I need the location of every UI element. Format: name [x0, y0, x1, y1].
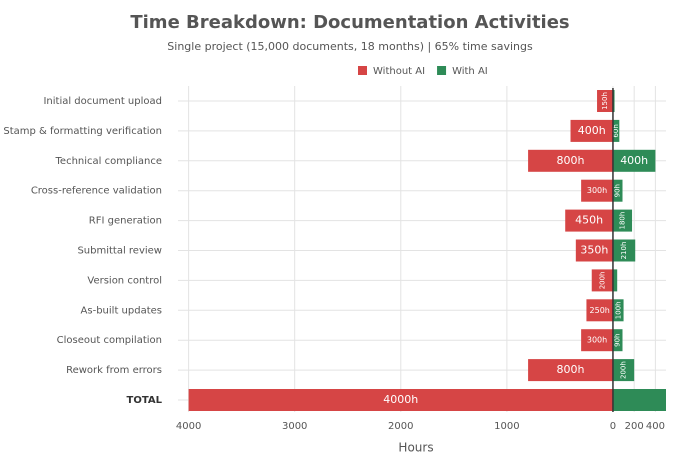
- y-tick-label: Stamp & formatting verification: [3, 126, 162, 137]
- legend: Without AI With AI: [358, 66, 488, 77]
- bar: [581, 179, 613, 202]
- bar: [612, 239, 636, 262]
- bar: [528, 149, 613, 172]
- bar: [565, 209, 613, 232]
- x-tick-label: 400: [646, 421, 665, 432]
- value-label: 200h: [598, 271, 606, 289]
- y-tick-label: Version control: [87, 275, 162, 286]
- legend-swatch: [437, 66, 447, 75]
- bar: [591, 269, 613, 292]
- bar: [612, 179, 623, 202]
- value-label: 250h: [590, 306, 610, 315]
- y-tick-label: Cross-reference validation: [31, 186, 162, 197]
- bar: [612, 329, 623, 352]
- value-label: 350h: [580, 244, 608, 257]
- bar: [612, 359, 635, 382]
- bar: [612, 119, 620, 142]
- bar: [612, 90, 615, 112]
- y-tick-label: Technical compliance: [55, 156, 162, 167]
- value-label: 300h: [587, 336, 607, 345]
- legend-label: Without AI: [373, 66, 425, 77]
- x-tick-label: 200: [625, 421, 644, 432]
- x-tick-label: 1000: [494, 421, 519, 432]
- value-label: 800h: [557, 154, 585, 167]
- value-label: 450h: [575, 214, 603, 227]
- value-label: 210h: [620, 242, 628, 260]
- legend-swatch: [358, 66, 367, 75]
- y-tick-label: Initial document upload: [43, 96, 162, 107]
- y-tick-label: Submittal review: [77, 246, 162, 257]
- x-tick-label: 2000: [388, 421, 413, 432]
- bar: [570, 119, 613, 142]
- bar: [612, 149, 656, 172]
- bar: [586, 299, 613, 322]
- labels: 4000 3000 2000 1000 0 200 400 Initial document …: [3, 88, 665, 432]
- value-label: 4000h: [383, 393, 418, 406]
- y-tick-label: TOTAL: [127, 395, 163, 406]
- y-tick-label: Rework from errors: [66, 365, 162, 376]
- value-label: 90h: [614, 334, 622, 347]
- bar: [597, 90, 613, 112]
- value-label: 200h: [620, 361, 628, 379]
- value-label: 150h: [601, 92, 609, 110]
- bar: [612, 299, 624, 322]
- value-label: 400h: [620, 154, 648, 167]
- x-axis-title: Hours: [398, 441, 433, 455]
- bar: [612, 389, 666, 411]
- y-tick-label: RFI generation: [89, 216, 162, 227]
- value-label: 100h: [614, 301, 622, 319]
- bar: [188, 389, 613, 411]
- chart-subtitle: Single project (15,000 documents, 18 mon…: [167, 40, 533, 53]
- x-tick-label: 4000: [176, 421, 201, 432]
- bar: [581, 329, 613, 352]
- x-tick-label: 0: [610, 421, 616, 432]
- bar: [528, 359, 613, 382]
- y-tick-label: Closeout compilation: [57, 335, 162, 346]
- y-tick-label: As-built updates: [81, 305, 162, 316]
- value-label: 400h: [578, 124, 606, 137]
- bar: [575, 239, 613, 262]
- bar: [612, 269, 618, 292]
- value-label: 90h: [614, 184, 622, 197]
- bars: [188, 90, 666, 411]
- legend-label: With AI: [452, 66, 488, 77]
- value-label: 300h: [587, 186, 607, 195]
- bar: [612, 209, 633, 232]
- x-tick-label: 3000: [282, 421, 307, 432]
- chart-title: Time Breakdown: Documentation Activities: [130, 12, 569, 33]
- value-label: 60h: [612, 124, 620, 137]
- value-label: 800h: [557, 363, 585, 376]
- value-label: 180h: [619, 212, 627, 230]
